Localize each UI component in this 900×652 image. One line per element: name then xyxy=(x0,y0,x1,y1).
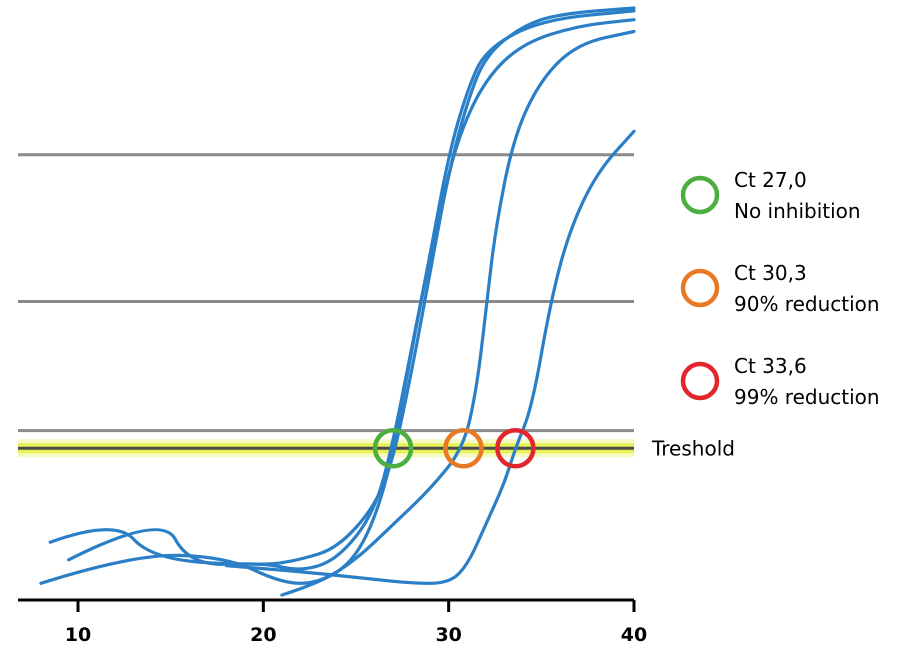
threshold-label: Treshold xyxy=(651,436,735,460)
legend-ct-label-3: Ct 33,6 xyxy=(734,354,807,378)
legend: Ct 27,0 No inhibition Ct 30,3 90% reduction… xyxy=(680,168,880,409)
amplification-curve-4 xyxy=(280,29,636,597)
grid-lines xyxy=(18,153,634,433)
legend-circle-3 xyxy=(680,361,720,401)
amplification-curve-2 xyxy=(67,9,636,571)
x-axis: 10 20 30 40 xyxy=(18,598,647,646)
ct-marker-circle-1 xyxy=(372,428,414,469)
ct-marker-circle-2 xyxy=(443,428,484,469)
legend-ct-label-2: Ct 30,3 xyxy=(734,261,807,285)
legend-desc-label-3: 99% reduction xyxy=(734,385,880,409)
legend-desc-label-1: No inhibition xyxy=(734,199,861,223)
x-tick-label-40: 40 xyxy=(621,624,647,646)
x-tick-label-30: 30 xyxy=(435,624,461,646)
amplification-curves xyxy=(39,6,636,597)
legend-circle-2 xyxy=(680,268,720,308)
ct-marker-circle-3 xyxy=(495,428,536,469)
x-tick-label-10: 10 xyxy=(65,624,91,646)
ct-markers xyxy=(372,428,536,469)
amplification-curve-3 xyxy=(39,18,636,585)
legend-circle-1 xyxy=(680,175,720,215)
x-tick-label-20: 20 xyxy=(250,624,276,646)
amplification-curve-1 xyxy=(48,6,636,566)
amplification-curve-5 xyxy=(224,129,636,585)
legend-ct-label-1: Ct 27,0 xyxy=(734,168,807,192)
legend-desc-label-2: 90% reduction xyxy=(734,292,880,316)
